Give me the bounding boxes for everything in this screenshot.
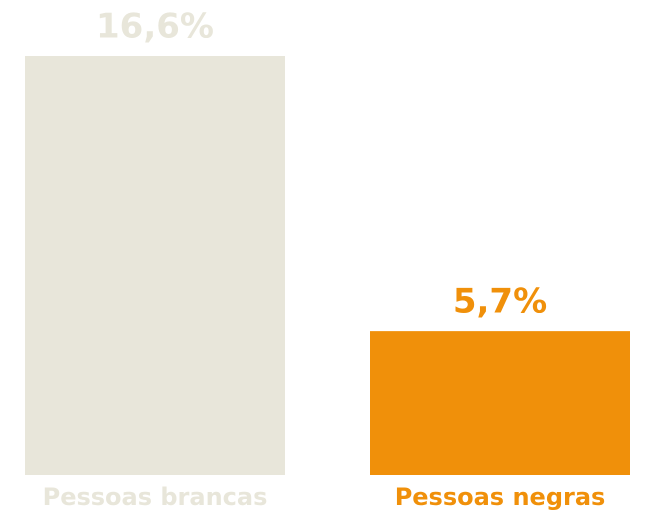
value-label: 16,6% (96, 7, 214, 47)
value-label: 5,7% (453, 282, 547, 322)
category-label: Pessoas negras (395, 483, 606, 511)
bar (370, 331, 630, 475)
bar (25, 56, 285, 475)
category-label: Pessoas brancas (43, 483, 268, 511)
